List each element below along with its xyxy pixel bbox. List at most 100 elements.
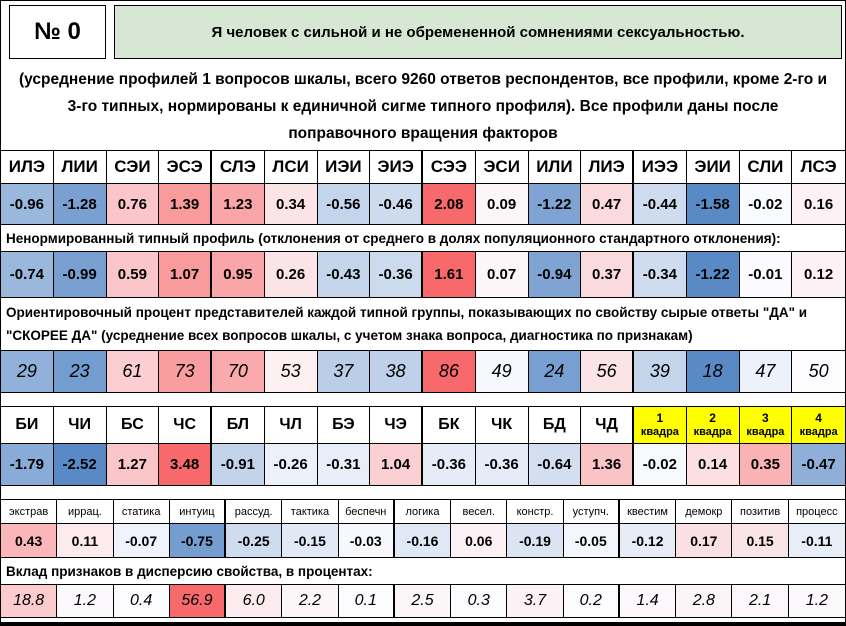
aspect-value-cell: -0.64 xyxy=(528,444,582,485)
dispersion-value-cell: 2.5 xyxy=(394,585,452,617)
reinin-value-cell: -0.19 xyxy=(507,524,564,557)
reinin-value-cell: -0.12 xyxy=(619,524,677,557)
normalized-value-cell: -1.58 xyxy=(686,184,740,224)
dispersion-label: Вклад признаков в дисперсию свойства, в … xyxy=(1,557,845,584)
unnormalized-value-cell: 0.12 xyxy=(792,252,845,297)
quadra-header-cell: 2 квадра xyxy=(686,407,740,443)
aspect-header-cell: ЧИ xyxy=(53,407,107,443)
aspect-header-cell: БК xyxy=(423,407,476,443)
normalized-values-row: -0.96 -1.28 0.76 1.39 1.23 0.34 -0.56 -0.46 2.08… xyxy=(1,183,845,224)
percent-value-cell: 18 xyxy=(686,351,740,392)
aspect-value-cell: -0.36 xyxy=(475,444,529,485)
quadra-number: 1 xyxy=(656,411,664,425)
aspect-header-cell: ЧД xyxy=(581,407,634,443)
aspect-value-cell: 1.36 xyxy=(581,444,634,485)
unnormalized-value-cell: 0.95 xyxy=(212,252,265,297)
reinin-value-cell: -0.07 xyxy=(113,524,170,557)
type-header-row: ИЛЭ ЛИИ СЭИ ЭСЭ СЛЭ ЛСИ ИЭИ ЭИЭ СЭЭ ЭСИ ИЛИ ЛИЭ ИЭЭ Э… xyxy=(1,150,845,183)
quadra-word: квадра xyxy=(746,426,785,438)
quadra-header-cell: 1 квадра xyxy=(634,407,687,443)
reinin-value-cell: -0.05 xyxy=(563,524,620,557)
quadra-header-cell: 4 квадра xyxy=(792,407,845,443)
unnormalized-value-cell: 0.07 xyxy=(475,252,529,297)
reinin-values-row: 0.43 0.11 -0.07 -0.75 -0.25 -0.15 -0.03 -0.16 0.… xyxy=(1,523,845,557)
aspect-value-cell: -2.52 xyxy=(53,444,107,485)
unnormalized-value-cell: -1.22 xyxy=(686,252,740,297)
unnormalized-value-cell: -0.34 xyxy=(634,252,687,297)
type-header-cell: ЭСЭ xyxy=(159,151,212,183)
reinin-header-cell: интуиц xyxy=(169,500,227,523)
aspect-value-cell: 1.27 xyxy=(106,444,160,485)
type-header-cell: ИЭИ xyxy=(317,151,371,183)
type-header-cell: ЭИИ xyxy=(686,151,740,183)
dispersion-value-cell: 18.8 xyxy=(1,585,58,617)
unnormalized-value-cell: -0.74 xyxy=(1,252,54,297)
type-header-cell: ЛИЭ xyxy=(581,151,634,183)
reinin-header-cell: беспечн xyxy=(338,500,395,523)
reinin-value-cell: -0.15 xyxy=(282,524,339,557)
normalized-value-cell: -1.28 xyxy=(53,184,107,224)
quadra-header-cell: 3 квадра xyxy=(739,407,793,443)
percent-value-cell: 56 xyxy=(581,351,634,392)
aspect-value-cell: -0.91 xyxy=(212,444,265,485)
unnormalized-value-cell: -0.99 xyxy=(53,252,107,297)
reinin-value-cell: 0.15 xyxy=(732,524,789,557)
quadra-number: 4 xyxy=(815,411,822,425)
reinin-header-cell: позитив xyxy=(732,500,789,523)
reinin-header-cell: тактика xyxy=(282,500,339,523)
normalized-value-cell: -1.22 xyxy=(528,184,582,224)
quadra-word: квадра xyxy=(693,426,732,438)
reinin-value-cell: -0.11 xyxy=(788,524,845,557)
quadra-word: квадра xyxy=(640,426,679,438)
reinin-value-cell: 0.06 xyxy=(451,524,508,557)
type-header-cell: ИЭЭ xyxy=(634,151,687,183)
aspect-header-cell: ЧК xyxy=(475,407,529,443)
unnormalized-value-cell: -0.94 xyxy=(528,252,582,297)
type-header-cell: ЛСЭ xyxy=(792,151,845,183)
normalized-value-cell: -0.46 xyxy=(370,184,423,224)
reinin-header-row: экстрав иррац. статика интуиц рассуд. тактика… xyxy=(1,499,845,523)
aspect-header-cell: ЧЭ xyxy=(370,407,423,443)
type-profile-table: ИЛЭ ЛИИ СЭИ ЭСЭ СЛЭ ЛСИ ИЭИ ЭИЭ СЭЭ ЭСИ ИЛИ ЛИЭ ИЭЭ Э… xyxy=(1,150,845,393)
percent-value-cell: 47 xyxy=(739,351,793,392)
dispersion-value-cell: 2.1 xyxy=(732,585,789,617)
aspect-value-cell: 3.48 xyxy=(159,444,212,485)
dispersion-value-cell: 0.2 xyxy=(563,585,620,617)
quadra-number: 3 xyxy=(762,411,769,425)
reinin-header-cell: демокр xyxy=(676,500,733,523)
dispersion-value-cell: 0.1 xyxy=(338,585,395,617)
aspect-header-cell: БД xyxy=(528,407,582,443)
percent-value-cell: 23 xyxy=(53,351,107,392)
reinin-header-cell: уступч. xyxy=(563,500,620,523)
type-header-cell: СЭЭ xyxy=(423,151,476,183)
header-bar: № 0 Я человек с сильной и не обремененно… xyxy=(1,1,845,63)
reinin-header-cell: экстрав xyxy=(1,500,58,523)
dispersion-value-cell: 1.2 xyxy=(57,585,114,617)
reinin-header-cell: рассуд. xyxy=(226,500,283,523)
normalized-value-cell: -0.02 xyxy=(739,184,793,224)
reinin-value-cell: -0.03 xyxy=(338,524,395,557)
aspect-header-cell: БЭ xyxy=(317,407,371,443)
aspect-header-row: БИ ЧИ БС ЧС БЛ ЧЛ БЭ ЧЭ БК ЧК БД ЧД 1 квадра 2 квадра 3 к… xyxy=(1,406,845,443)
percent-value-cell: 29 xyxy=(1,351,54,392)
unnormalized-label: Ненормированный типный профиль (отклонен… xyxy=(1,224,845,251)
reinin-value-cell: 0.11 xyxy=(57,524,114,557)
reinin-header-cell: процесс xyxy=(788,500,845,523)
percent-value-cell: 49 xyxy=(475,351,529,392)
reinin-header-cell: констр. xyxy=(507,500,564,523)
percent-value-cell: 61 xyxy=(106,351,160,392)
type-header-cell: ЛСИ xyxy=(264,151,318,183)
reinin-value-cell: -0.75 xyxy=(169,524,227,557)
percent-value-cell: 86 xyxy=(423,351,476,392)
percent-value-cell: 39 xyxy=(634,351,687,392)
normalized-value-cell: 0.09 xyxy=(475,184,529,224)
reinin-header-cell: весел. xyxy=(451,500,508,523)
dispersion-value-cell: 1.2 xyxy=(788,585,845,617)
reinin-value-cell: 0.17 xyxy=(676,524,733,557)
aspect-header-cell: ЧС xyxy=(159,407,212,443)
reinin-header-cell: логика xyxy=(394,500,452,523)
normalized-value-cell: 1.39 xyxy=(159,184,212,224)
aspect-header-cell: БС xyxy=(106,407,160,443)
aspect-value-cell: 1.04 xyxy=(370,444,423,485)
